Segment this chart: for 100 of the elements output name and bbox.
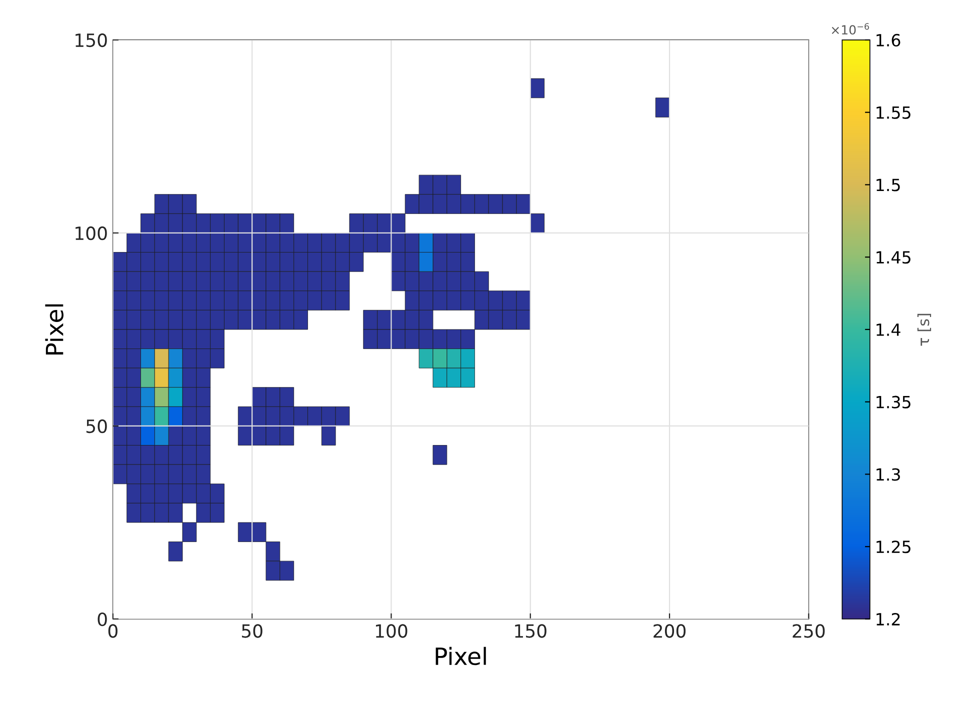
point <box>126 348 141 368</box>
point <box>460 271 475 292</box>
point <box>488 194 503 214</box>
point <box>238 271 252 292</box>
x-tick-label: 150 <box>515 624 546 638</box>
point <box>210 310 224 330</box>
point <box>349 232 364 252</box>
point <box>224 310 238 330</box>
point <box>168 232 183 252</box>
point <box>182 271 197 292</box>
point <box>488 290 503 310</box>
point <box>126 502 141 523</box>
point <box>112 290 128 310</box>
color-bar-title: τ [s] <box>917 314 932 346</box>
point <box>404 329 420 349</box>
point <box>418 271 434 292</box>
point <box>446 252 462 272</box>
point <box>460 348 475 368</box>
point <box>266 560 280 581</box>
point <box>224 271 238 292</box>
point <box>418 329 434 349</box>
point <box>280 213 294 234</box>
point <box>140 464 155 484</box>
point <box>140 329 155 349</box>
point <box>363 213 378 234</box>
point <box>391 310 406 330</box>
point <box>182 329 197 349</box>
color-bar-label: 1.3 <box>876 468 900 481</box>
point <box>446 232 462 252</box>
point <box>266 310 280 330</box>
point <box>446 194 462 214</box>
point <box>168 445 183 465</box>
point <box>432 329 448 349</box>
point <box>140 271 155 292</box>
point <box>112 271 128 292</box>
point <box>154 232 169 252</box>
point <box>126 252 141 272</box>
point <box>182 464 197 484</box>
point <box>404 194 420 214</box>
point <box>168 310 183 330</box>
y-tick-label: 0 <box>98 612 107 626</box>
point <box>432 174 448 195</box>
point <box>418 310 434 330</box>
point <box>182 368 197 388</box>
point <box>349 213 364 234</box>
point <box>404 310 420 330</box>
point <box>294 406 308 426</box>
point <box>530 78 544 98</box>
point <box>502 290 517 310</box>
point <box>418 348 434 368</box>
point <box>168 290 183 310</box>
point <box>182 310 197 330</box>
point <box>210 252 224 272</box>
point <box>126 406 141 426</box>
point <box>196 406 211 426</box>
point <box>238 310 252 330</box>
point <box>168 213 183 234</box>
point <box>238 290 252 310</box>
point <box>126 329 141 349</box>
point <box>182 290 197 310</box>
point <box>432 252 448 272</box>
point <box>168 271 183 292</box>
x-tick-label: 200 <box>654 624 686 638</box>
point <box>112 368 128 388</box>
point <box>418 194 434 214</box>
point <box>154 290 169 310</box>
point <box>126 310 141 330</box>
point <box>112 329 128 349</box>
point <box>126 464 141 484</box>
point <box>308 406 322 426</box>
point <box>321 252 336 272</box>
point <box>154 271 169 292</box>
point <box>182 484 197 504</box>
point <box>252 290 266 310</box>
point <box>154 484 169 504</box>
point <box>418 174 434 195</box>
color-bar-label: 1.5 <box>876 178 900 192</box>
point <box>335 406 350 426</box>
x-tick-label: 100 <box>376 624 408 638</box>
point <box>460 252 475 272</box>
point <box>432 348 448 368</box>
color-bar-label: 1.4 <box>876 324 900 336</box>
point <box>182 252 197 272</box>
point <box>280 406 294 426</box>
point <box>238 232 252 252</box>
color-bar-label: 1.25 <box>876 540 910 554</box>
point <box>516 194 531 214</box>
point <box>418 232 434 252</box>
point <box>432 445 448 465</box>
point <box>210 290 224 310</box>
point <box>140 232 155 252</box>
point <box>112 426 128 446</box>
point <box>280 310 294 330</box>
y-tick-label: 150 <box>76 33 107 48</box>
point <box>154 368 169 388</box>
point <box>168 502 183 523</box>
point <box>210 502 224 523</box>
point <box>516 310 531 330</box>
point <box>266 252 280 272</box>
point <box>168 464 183 484</box>
